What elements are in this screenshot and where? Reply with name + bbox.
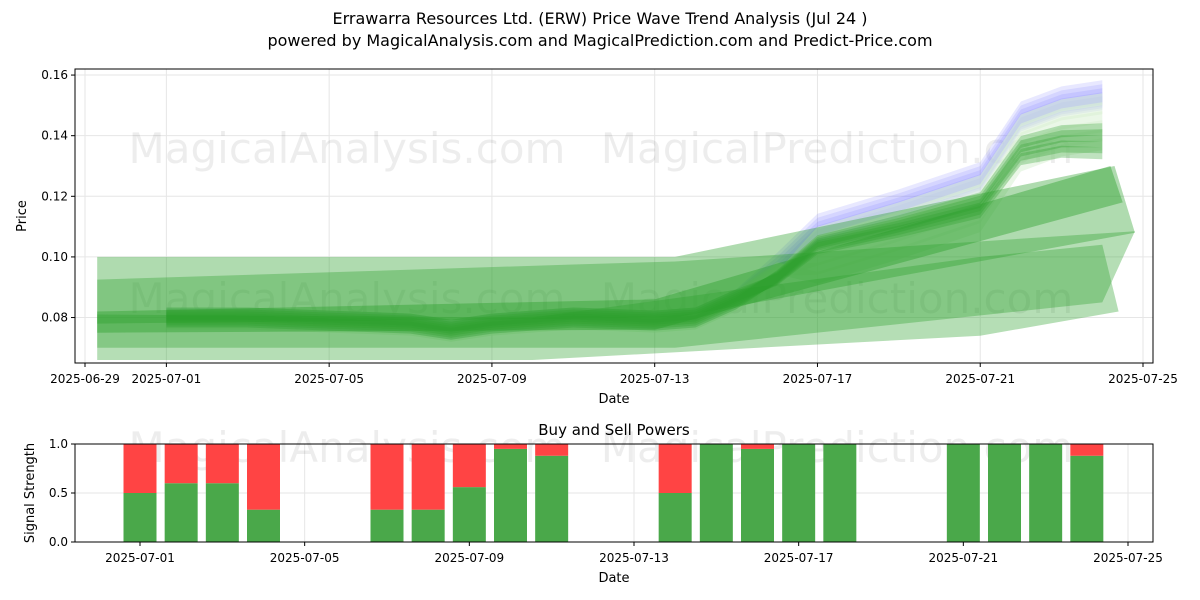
price-band-light: [166, 138, 1103, 332]
buy-bar: [123, 493, 157, 542]
x-axis-label: Date: [598, 392, 629, 407]
y-tick-label: 0.10: [41, 250, 68, 264]
sell-bar: [535, 444, 569, 456]
sell-bar: [123, 444, 157, 493]
x-tick-label: 2025-07-13: [599, 551, 669, 565]
x-tick-label: 2025-07-09: [457, 372, 527, 386]
x-tick-label: 2025-07-05: [270, 551, 340, 565]
x-axis-label: Date: [598, 571, 629, 586]
x-tick-label: 2025-07-09: [434, 551, 504, 565]
price-channel-band: [97, 244, 1119, 360]
y-tick-label: 0.08: [41, 311, 68, 325]
buy-bar: [411, 509, 445, 542]
buy-bar: [205, 483, 239, 542]
buy-bar: [741, 448, 774, 542]
chart-titles: Errawarra Resources Ltd. (ERW) Price Wav…: [0, 8, 1200, 52]
sell-bar: [741, 444, 774, 449]
x-tick-label: 2025-07-17: [783, 372, 853, 386]
price-band-green: [166, 145, 1103, 332]
buy-bar: [1029, 444, 1063, 542]
price-channel-band: [97, 231, 1135, 348]
sell-bar: [164, 444, 198, 484]
x-tick-label: 2025-07-25: [1093, 551, 1163, 565]
buy-bar: [946, 444, 980, 542]
price-band-green: [166, 123, 1103, 340]
price-band-green: [166, 135, 1103, 336]
buy-bar: [535, 455, 569, 542]
x-tick-label: 2025-07-05: [294, 372, 364, 386]
buy-bar: [988, 444, 1021, 542]
price-band-green: [166, 140, 1103, 334]
sell-bar: [247, 444, 280, 510]
x-tick-label: 2025-06-29: [50, 372, 120, 386]
y-tick-label: 0.12: [41, 189, 68, 203]
x-tick-label: 2025-07-21: [928, 551, 998, 565]
sell-bar: [1070, 444, 1104, 456]
y-tick-label: 0.16: [41, 68, 68, 82]
sell-bar: [658, 444, 692, 493]
buy-bar: [164, 483, 198, 542]
y-tick-label: 0.14: [41, 129, 68, 143]
buy-bar: [370, 509, 404, 542]
y-tick-label: 0.5: [49, 486, 68, 500]
buy-bar: [699, 444, 733, 542]
sell-bar: [452, 444, 486, 488]
buy-bar: [494, 448, 527, 542]
sell-bar: [411, 444, 445, 510]
chart-title: Errawarra Resources Ltd. (ERW) Price Wav…: [332, 9, 868, 28]
buy-bar: [658, 493, 692, 542]
price-band-green: [166, 129, 1103, 338]
chart-subtitle: powered by MagicalAnalysis.com and Magic…: [267, 31, 933, 50]
buy-bar: [1070, 455, 1104, 542]
x-tick-label: 2025-07-21: [945, 372, 1015, 386]
x-tick-label: 2025-07-13: [620, 372, 690, 386]
y-axis-label: Price: [15, 200, 30, 232]
y-tick-label: 0.0: [49, 535, 68, 549]
sell-bar: [205, 444, 239, 484]
buy-bar: [247, 509, 280, 542]
watermark: MagicalAnalysis.com: [129, 423, 566, 472]
sell-bar: [370, 444, 404, 510]
watermark: MagicalAnalysis.com: [129, 124, 566, 173]
signal-chart-title: Buy and Sell Powers: [538, 421, 690, 439]
buy-bar: [823, 444, 857, 542]
price-channel-band: [97, 166, 1123, 333]
sell-bar: [494, 444, 527, 449]
price-plot-frame: [74, 68, 1154, 364]
x-tick-label: 2025-07-01: [132, 372, 202, 386]
buy-bar: [452, 487, 486, 542]
price-channel-band: [97, 166, 1135, 324]
y-tick-label: 1.0: [49, 437, 68, 451]
buy-bar: [782, 444, 816, 542]
x-tick-label: 2025-07-01: [105, 551, 175, 565]
y-axis-label: Signal Strength: [23, 443, 38, 543]
x-tick-label: 2025-07-25: [1108, 372, 1178, 386]
x-tick-label: 2025-07-17: [764, 551, 834, 565]
